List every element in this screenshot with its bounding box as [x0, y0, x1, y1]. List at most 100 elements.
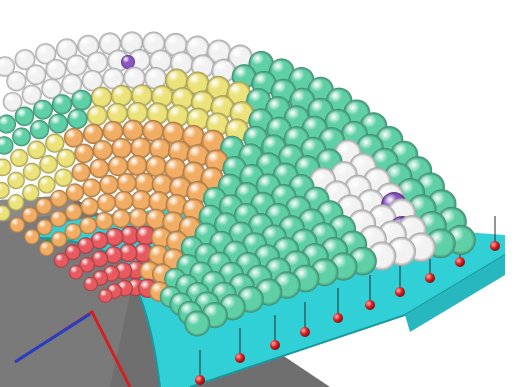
- sphere-orange: [82, 178, 102, 198]
- sphere-yellow: [166, 104, 190, 128]
- sphere-white: [45, 58, 67, 80]
- anchor-points: [195, 216, 500, 385]
- sphere-orange: [151, 173, 174, 196]
- sphere-green: [71, 89, 93, 111]
- sphere-white: [102, 67, 125, 90]
- sphere-orange: [21, 206, 39, 224]
- sphere-orange: [51, 231, 68, 248]
- sphere-orange: [116, 172, 137, 194]
- sphere-green: [32, 99, 53, 120]
- sphere-yellow: [54, 168, 73, 187]
- sphere-orange: [181, 124, 205, 148]
- sphere-white: [35, 43, 57, 65]
- sphere-green: [51, 94, 73, 115]
- sphere-array: [0, 31, 476, 337]
- sphere-white: [61, 73, 83, 95]
- sphere-yellow: [56, 148, 76, 168]
- sphere-green: [246, 88, 272, 113]
- sphere-yellow: [7, 171, 25, 190]
- sphere-green: [184, 310, 211, 337]
- sphere-white: [144, 66, 167, 90]
- anchor-point: [425, 273, 435, 283]
- sphere-white: [185, 35, 210, 60]
- sphere-white: [14, 49, 36, 71]
- sphere-red: [90, 231, 109, 250]
- sphere-orange: [131, 190, 152, 211]
- sphere-red: [133, 243, 154, 263]
- sphere-yellow: [10, 148, 29, 168]
- sphere-orange: [148, 191, 170, 213]
- sphere-orange: [134, 172, 155, 194]
- sphere-red: [104, 246, 123, 264]
- sphere-orange: [145, 208, 167, 230]
- sphere-red: [64, 244, 81, 261]
- sphere-orange: [126, 154, 148, 176]
- sphere-red: [91, 250, 109, 268]
- anchor-point: [395, 287, 405, 297]
- sphere-orange: [142, 119, 165, 142]
- sphere-yellow: [126, 101, 149, 124]
- sphere-yellow: [39, 155, 58, 174]
- sphere-white: [25, 64, 47, 86]
- sphere-red: [53, 252, 69, 268]
- sphere-orange: [71, 162, 91, 182]
- sphere-orange: [130, 137, 152, 159]
- sphere-orange: [201, 129, 225, 154]
- sphere-orange: [145, 155, 167, 177]
- sphere-yellow: [22, 162, 41, 181]
- sphere-yellow: [165, 68, 189, 92]
- sphere-yellow: [22, 184, 40, 202]
- sphere-white: [98, 32, 122, 55]
- sphere-green: [220, 135, 245, 160]
- sphere-yellow: [226, 81, 251, 106]
- sphere-white: [86, 51, 109, 74]
- sphere-white: [81, 69, 104, 92]
- sphere-orange: [38, 240, 55, 257]
- sphere-orange: [122, 119, 144, 142]
- sphere-orange: [128, 207, 149, 228]
- sphere-orange: [63, 127, 84, 148]
- sphere-yellow: [151, 85, 174, 108]
- anchor-point: [365, 300, 375, 310]
- anchor-point: [490, 241, 500, 251]
- sphere-yellow: [0, 158, 12, 177]
- sphere-orange: [24, 229, 40, 245]
- sphere-white: [0, 56, 16, 77]
- sphere-orange: [50, 210, 67, 228]
- sphere-yellow: [0, 181, 10, 199]
- sphere-orange: [9, 217, 26, 233]
- sphere-orange: [111, 137, 133, 159]
- y-axis: [14, 312, 91, 364]
- sphere-green: [14, 106, 35, 127]
- sphere-green: [29, 119, 50, 140]
- sphere-red: [79, 256, 95, 273]
- sphere-purple: [121, 55, 135, 69]
- sphere-white: [77, 34, 100, 57]
- sphere-orange: [36, 219, 53, 236]
- sphere-yellow: [130, 84, 154, 107]
- sphere-orange: [169, 176, 192, 199]
- sphere-orange: [102, 120, 124, 142]
- sphere-orange: [64, 223, 82, 241]
- sphere-green: [48, 113, 69, 134]
- sphere-green: [67, 108, 88, 130]
- sphere-orange: [74, 143, 94, 164]
- sphere-red: [68, 264, 84, 280]
- sphere-orange: [89, 158, 110, 179]
- sphere-orange: [35, 197, 53, 215]
- sphere-orange: [96, 193, 116, 213]
- sphere-white: [123, 66, 146, 89]
- sphere-orange: [82, 123, 104, 144]
- sphere-red: [120, 225, 140, 245]
- sphere-orange: [182, 161, 206, 185]
- anchor-point: [300, 327, 310, 337]
- sphere-white: [149, 49, 173, 73]
- sphere-red: [98, 288, 113, 303]
- sphere-orange: [107, 155, 129, 177]
- sphere-white: [2, 91, 23, 112]
- sphere-white: [163, 32, 188, 57]
- sphere-orange: [164, 157, 187, 180]
- sphere-orange: [200, 166, 224, 191]
- anchor-point: [333, 313, 343, 323]
